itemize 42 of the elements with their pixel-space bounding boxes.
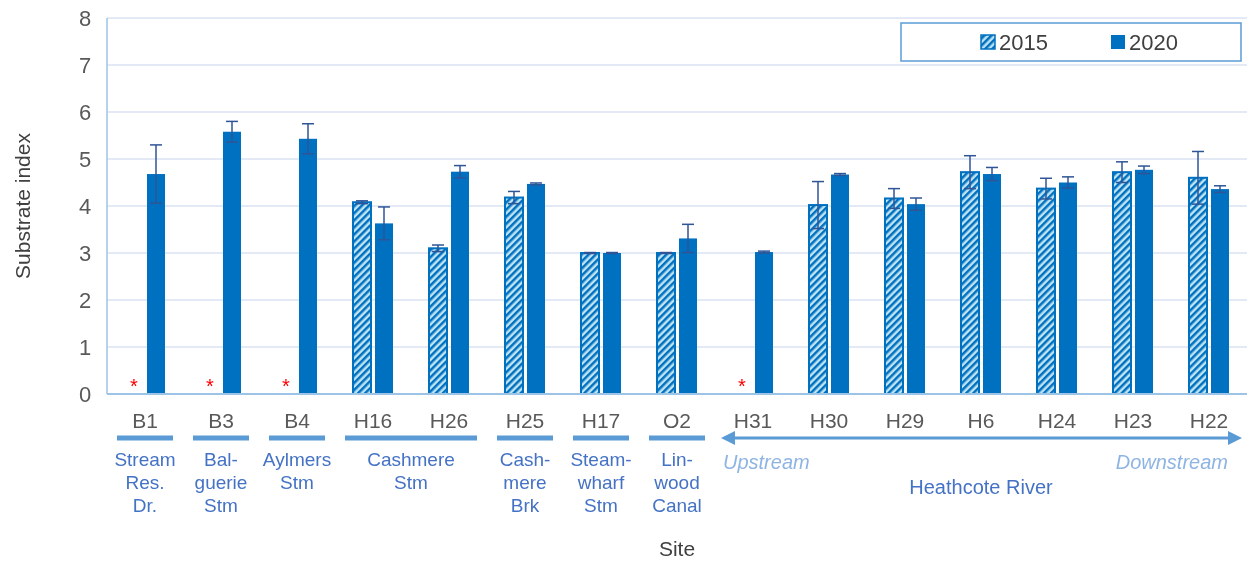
x-tick-label: H29 bbox=[885, 409, 925, 432]
y-axis-title: Substrate index bbox=[11, 132, 34, 279]
x-tick-label: B4 bbox=[284, 409, 311, 432]
x-tick-label: H23 bbox=[1113, 409, 1153, 432]
y-tick-label: 1 bbox=[78, 335, 92, 360]
x-axis-title: Site bbox=[658, 537, 696, 560]
text: Cashmere Stm bbox=[367, 449, 455, 493]
y-tick-label: 5 bbox=[78, 147, 92, 172]
x-tick-label: H22 bbox=[1189, 409, 1229, 432]
legend-label: 2020 bbox=[1129, 30, 1178, 55]
y-tick-label: 7 bbox=[78, 53, 92, 78]
text: Aylmers Stm bbox=[262, 449, 332, 493]
x-tick-label: H17 bbox=[581, 409, 621, 432]
annotation: * bbox=[206, 375, 215, 397]
x-tick-label: H30 bbox=[809, 409, 849, 432]
text: Bal- guerie Stm bbox=[194, 449, 248, 516]
y-tick-label: 6 bbox=[78, 100, 92, 125]
x-tick-label: B1 bbox=[132, 409, 158, 432]
annotation: * bbox=[130, 375, 139, 397]
y-tick-label: 0 bbox=[78, 382, 92, 407]
text: Lin- wood Canal bbox=[652, 449, 702, 516]
y-tick-label: 8 bbox=[78, 6, 92, 31]
x-tick-label: O2 bbox=[662, 409, 692, 432]
x-tick-label: H31 bbox=[733, 409, 773, 432]
text: Heathcote River bbox=[909, 476, 1054, 498]
x-tick-label: H16 bbox=[353, 409, 393, 432]
y-tick-label: 4 bbox=[78, 194, 92, 219]
annotation: * bbox=[738, 375, 747, 397]
y-tick-label: 2 bbox=[78, 288, 92, 313]
x-tick-label: H26 bbox=[429, 409, 469, 432]
x-tick-label: H6 bbox=[967, 409, 995, 432]
x-tick-label: H25 bbox=[505, 409, 545, 432]
text: Stream Res. Dr. bbox=[114, 449, 176, 516]
text: Downstream bbox=[1115, 451, 1228, 473]
text: Cash- mere Brk bbox=[499, 449, 551, 516]
legend-label: 2015 bbox=[999, 30, 1048, 55]
text: Steam- wharf Stm bbox=[570, 449, 632, 516]
x-tick-label: B3 bbox=[208, 409, 234, 432]
y-tick-label: 3 bbox=[78, 241, 92, 266]
x-tick-label: H24 bbox=[1037, 409, 1077, 432]
text: Upstream bbox=[723, 451, 810, 473]
annotation: * bbox=[282, 375, 291, 397]
